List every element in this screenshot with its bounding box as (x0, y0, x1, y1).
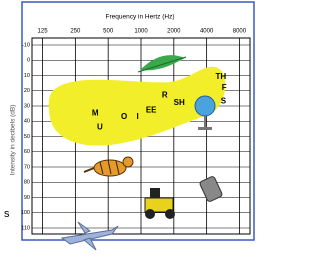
x-tick-label: 250 (70, 29, 81, 35)
speech-sound: R (162, 90, 168, 99)
x-tick-label: 125 (38, 29, 49, 35)
y-tick-label: 10 (24, 73, 30, 79)
y-tick-label: 100 (21, 210, 30, 216)
chart: Frequency in Hertz (Hz) Intensity in dec… (0, 0, 255, 257)
speech-sound: U (97, 122, 103, 131)
x-tick-label: 1000 (134, 29, 148, 35)
y-tick-label: 40 (24, 119, 30, 125)
speech-sound: F (222, 83, 227, 92)
y-tick-label: 30 (24, 103, 30, 109)
speech-sound: TH (215, 72, 226, 81)
y-axis-label: Intensity in decibels (dB) (10, 105, 17, 176)
y-tick-label: 0 (27, 58, 30, 64)
speech-sound: M (92, 109, 99, 118)
speech-sound: SH (174, 98, 185, 107)
speech-sound: S (221, 97, 227, 106)
y-tick-label: 70 (24, 164, 30, 170)
y-tick-label: 50 (24, 134, 30, 140)
y-tick-label: 110 (21, 225, 30, 231)
x-tick-label: 8000 (233, 29, 247, 35)
y-tick-label: 20 (24, 88, 30, 94)
x-tick-label: 4000 (200, 29, 214, 35)
speech-sound: EE (146, 106, 157, 115)
y-tick-label: -10 (22, 42, 30, 48)
y-tick-label: 90 (24, 195, 30, 201)
x-tick-label: 500 (103, 29, 114, 35)
x-tick-label: 2000 (167, 29, 181, 35)
side-text: s (4, 208, 10, 220)
speech-sound: O (121, 112, 127, 121)
x-axis-label: Frequency in Hertz (Hz) (106, 14, 175, 21)
speech-sound: I (136, 112, 138, 121)
y-tick-label: 80 (24, 180, 30, 186)
y-tick-label: 60 (24, 149, 30, 155)
